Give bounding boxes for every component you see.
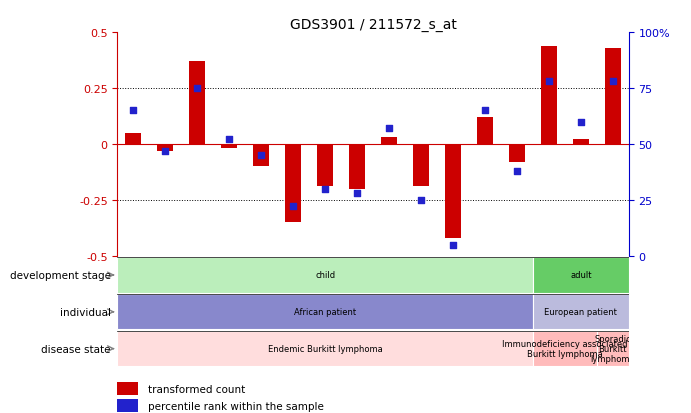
Bar xyxy=(533,294,629,330)
Bar xyxy=(221,145,237,149)
Bar xyxy=(541,46,557,145)
Point xyxy=(287,204,299,210)
Text: Immunodeficiency associated
Burkitt lymphoma: Immunodeficiency associated Burkitt lymp… xyxy=(502,339,627,358)
Bar xyxy=(605,49,621,145)
Text: individual: individual xyxy=(59,307,111,317)
Text: European patient: European patient xyxy=(545,308,617,316)
Point xyxy=(384,126,395,132)
Bar xyxy=(189,62,205,145)
Text: Endemic Burkitt lymphoma: Endemic Burkitt lymphoma xyxy=(268,344,383,353)
Bar xyxy=(117,399,138,412)
Bar xyxy=(117,331,533,366)
Bar xyxy=(381,138,397,145)
Bar xyxy=(117,294,533,330)
Text: development stage: development stage xyxy=(10,270,111,280)
Bar xyxy=(445,145,461,238)
Bar xyxy=(117,258,533,293)
Point xyxy=(256,152,267,159)
Point xyxy=(576,119,587,126)
Point xyxy=(224,137,235,143)
Point xyxy=(192,85,203,92)
Text: child: child xyxy=(315,271,335,280)
Bar xyxy=(597,331,629,366)
Point xyxy=(607,79,618,85)
Bar xyxy=(158,145,173,151)
Text: African patient: African patient xyxy=(294,308,357,316)
Bar xyxy=(349,145,365,189)
Bar xyxy=(254,145,269,167)
Bar xyxy=(533,331,597,366)
Text: percentile rank within the sample: percentile rank within the sample xyxy=(148,401,324,411)
Bar xyxy=(285,145,301,223)
Text: Sporadic
Burkitt
lymphoma: Sporadic Burkitt lymphoma xyxy=(591,335,635,363)
Point xyxy=(543,79,554,85)
Bar xyxy=(317,145,333,187)
Bar xyxy=(533,258,629,293)
Point xyxy=(160,148,171,154)
Text: disease state: disease state xyxy=(41,344,111,354)
Point xyxy=(320,186,331,192)
Bar xyxy=(126,133,142,145)
Point xyxy=(448,242,459,248)
Bar xyxy=(413,145,429,187)
Text: adult: adult xyxy=(570,271,591,280)
Bar xyxy=(509,145,525,162)
Bar xyxy=(573,140,589,145)
Point xyxy=(480,108,491,114)
Bar xyxy=(477,118,493,145)
Point xyxy=(128,108,139,114)
Bar xyxy=(117,382,138,396)
Point xyxy=(511,168,522,175)
Title: GDS3901 / 211572_s_at: GDS3901 / 211572_s_at xyxy=(290,18,457,32)
Text: transformed count: transformed count xyxy=(148,384,245,394)
Point xyxy=(352,190,363,197)
Point xyxy=(415,197,426,204)
